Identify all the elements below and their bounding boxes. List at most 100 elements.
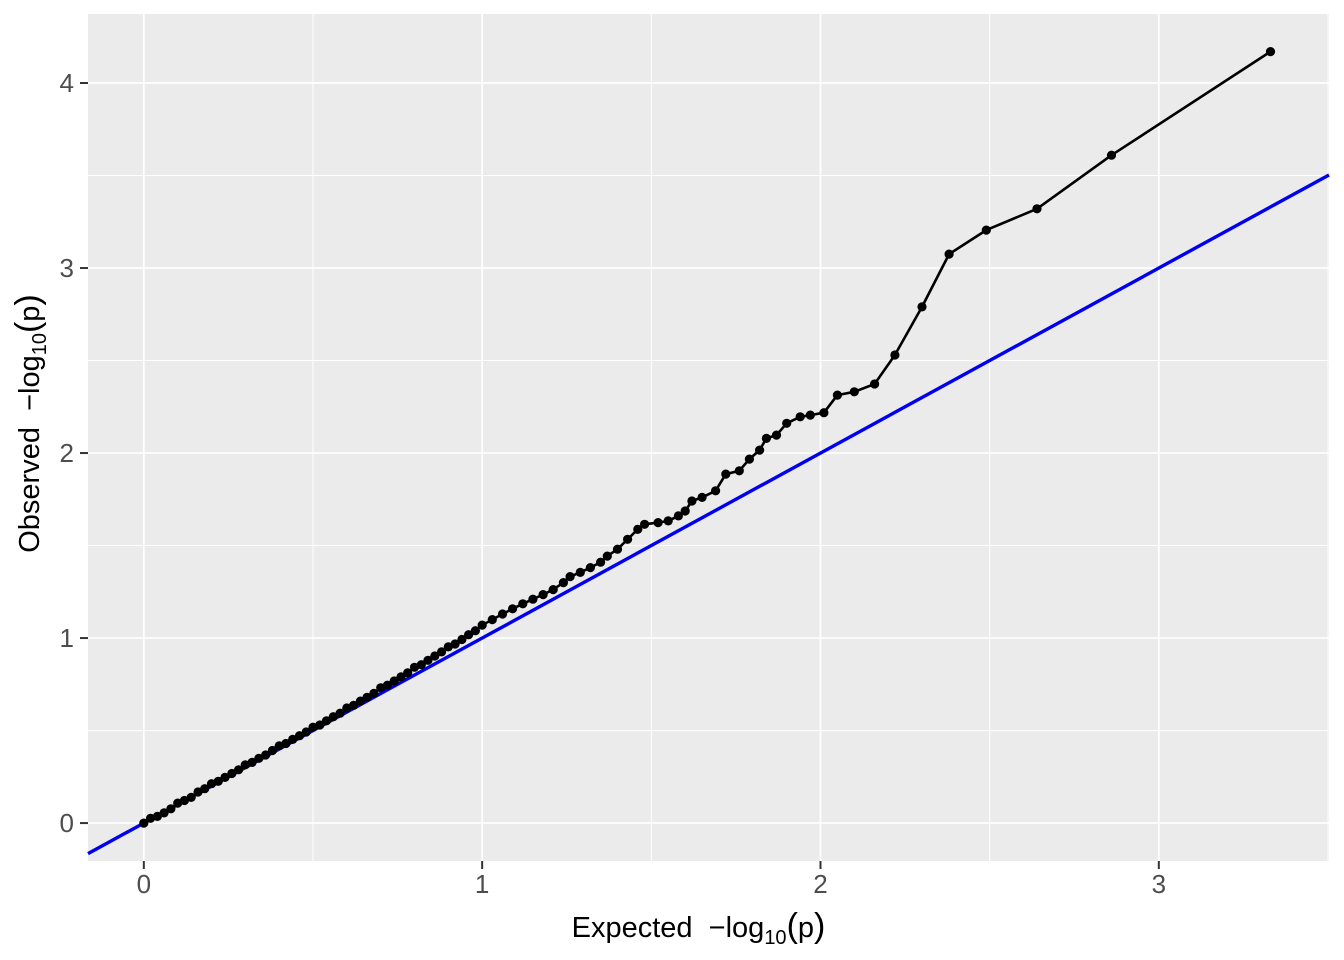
data-point xyxy=(457,634,467,645)
data-point xyxy=(464,630,474,640)
data-point xyxy=(487,615,497,625)
data-point xyxy=(247,757,257,768)
data-point xyxy=(159,808,169,818)
data-point xyxy=(538,590,548,600)
data-point xyxy=(1265,47,1276,57)
data-point xyxy=(633,524,643,534)
plot-panel-group xyxy=(88,14,1329,861)
y-tick-label: 2 xyxy=(60,438,74,468)
data-point xyxy=(1106,150,1117,160)
data-point xyxy=(623,534,633,544)
data-point xyxy=(761,433,772,443)
data-point xyxy=(139,818,149,828)
y-axis-title: Observed −log10(p) xyxy=(9,294,51,553)
data-point xyxy=(423,655,433,665)
data-point xyxy=(565,572,575,582)
data-point xyxy=(771,430,782,440)
x-axis-title: Expected −log10(p) xyxy=(572,907,826,949)
data-point xyxy=(640,519,650,529)
plot-panel xyxy=(88,14,1329,861)
data-point xyxy=(653,518,663,528)
data-point xyxy=(362,692,372,702)
data-point xyxy=(697,492,707,502)
data-point xyxy=(721,469,731,479)
data-point xyxy=(315,720,325,730)
data-point xyxy=(430,651,440,661)
grid-minor xyxy=(88,14,1329,861)
data-point xyxy=(917,302,927,312)
y-tick-label: 1 xyxy=(60,623,74,653)
data-point xyxy=(558,578,569,588)
x-tick-label: 2 xyxy=(813,869,827,899)
data-point xyxy=(805,410,815,420)
data-point xyxy=(602,551,612,561)
data-point xyxy=(734,466,744,476)
data-point xyxy=(575,567,585,578)
axis-tick-marks xyxy=(80,82,1160,869)
x-tick-label: 3 xyxy=(1152,869,1166,899)
data-point xyxy=(744,454,755,464)
data-point xyxy=(328,712,338,722)
data-point xyxy=(890,350,900,360)
data-point xyxy=(518,599,528,609)
data-point xyxy=(281,738,291,749)
data-point xyxy=(186,792,196,803)
data-point xyxy=(711,486,721,496)
data-point xyxy=(1032,204,1042,214)
data-point xyxy=(663,516,673,526)
data-point xyxy=(795,412,805,422)
data-point xyxy=(450,639,460,649)
data-point xyxy=(585,563,596,573)
data-point xyxy=(234,765,244,775)
data-point xyxy=(227,768,237,779)
data-point xyxy=(335,708,345,718)
x-tick-label: 1 xyxy=(475,869,489,899)
data-point xyxy=(497,609,508,619)
data-point xyxy=(673,511,684,521)
data-point xyxy=(200,784,210,794)
data-point xyxy=(944,249,954,259)
data-point xyxy=(596,557,606,567)
data-point xyxy=(981,225,991,235)
y-tick-label: 3 xyxy=(60,253,74,283)
data-point xyxy=(382,680,392,690)
data-point xyxy=(870,379,880,389)
data-point xyxy=(267,745,277,756)
data-point xyxy=(782,418,792,428)
data-point xyxy=(528,594,538,604)
data-point xyxy=(301,727,311,737)
axis-titles: Expected −log10(p) Observed −log10(p) xyxy=(9,294,825,949)
data-point xyxy=(416,660,426,670)
data-point xyxy=(396,672,406,682)
data-point xyxy=(288,734,298,745)
data-point xyxy=(369,688,379,699)
qq-series-group xyxy=(139,47,1276,828)
data-point xyxy=(470,626,480,636)
data-point xyxy=(349,700,359,711)
data-point xyxy=(819,408,829,418)
data-point xyxy=(687,496,697,506)
data-point xyxy=(548,585,558,595)
data-point xyxy=(680,506,690,516)
data-point xyxy=(403,668,413,678)
data-point xyxy=(849,387,859,397)
data-point xyxy=(294,731,305,741)
data-point xyxy=(832,390,843,400)
data-point xyxy=(755,445,765,455)
grid-major xyxy=(88,14,1329,861)
data-point xyxy=(507,604,518,614)
y-tick-label: 4 xyxy=(60,68,74,98)
data-point xyxy=(213,776,223,786)
data-point xyxy=(477,620,487,630)
data-point xyxy=(166,804,176,814)
data-point xyxy=(389,676,399,686)
data-point xyxy=(220,772,230,783)
x-tick-label: 0 xyxy=(137,869,151,899)
data-point xyxy=(612,544,623,554)
y-tick-label: 0 xyxy=(60,808,74,838)
data-point xyxy=(437,647,447,657)
axis-tick-labels: 0 1 2 3 0 1 2 3 4 xyxy=(60,68,1167,899)
data-point xyxy=(261,750,271,760)
data-point xyxy=(321,716,332,726)
